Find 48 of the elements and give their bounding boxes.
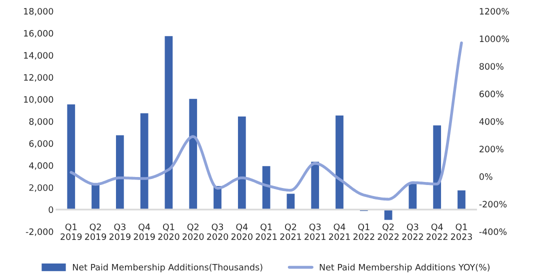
x-tick-label: Q1 2020 [158, 224, 180, 240]
y2-tick-label: 800% [480, 63, 504, 70]
y-tick-label: 10,000 [24, 96, 54, 104]
x-tick-label: Q3 2019 [109, 224, 130, 240]
y-tick-label: -2,000 [26, 228, 54, 236]
x-tick-label: Q3 2022 [402, 224, 423, 240]
bar [114, 134, 126, 210]
x-tick-label: Q1 2022 [353, 224, 374, 240]
x-tick-label: Q2 2022 [378, 224, 399, 240]
x-tick-label: Q1 2023 [451, 224, 472, 240]
x-tick-label: Q3 2020 [207, 224, 228, 240]
y-tick-label: 4,000 [29, 162, 54, 170]
y2-tick-label: -200% [479, 200, 507, 208]
legend-label: Net Paid Membership Additions(Thousands) [72, 264, 262, 272]
legend-label: Net Paid Membership Additions YOY(%) [320, 264, 490, 272]
y-tick-label: 6,000 [29, 140, 54, 148]
bar [432, 124, 442, 210]
x-tick-label: Q2 2019 [85, 224, 106, 240]
y-tick-label: 2,000 [29, 184, 54, 192]
bar [334, 114, 345, 210]
bar [66, 103, 76, 210]
y2-tick-label: 600% [480, 90, 504, 98]
y2-tick-label: 1000% [480, 36, 510, 42]
y2-tick-label: -400% [479, 228, 507, 236]
x-tick-label: Q4 2020 [231, 224, 252, 240]
y-tick-label: 14,000 [24, 52, 54, 60]
bar [163, 34, 174, 210]
x-tick-label: Q1 2019 [60, 224, 82, 240]
y-tick-label: 16,000 [24, 30, 54, 38]
y2-tick-label: 400% [479, 118, 504, 125]
y-tick-label: 18,000 [24, 8, 54, 16]
x-tick-label: Q4 2022 [426, 224, 448, 240]
y2-tick-label: 0% [479, 173, 492, 180]
y-tick-label: 12,000 [24, 74, 54, 82]
y-tick-label: 0 [48, 206, 54, 213]
y2-tick-label: 200% [480, 146, 504, 152]
x-tick-label: Q1 2021 [256, 224, 277, 240]
x-tick-label: Q2 2021 [280, 224, 302, 240]
bar [138, 112, 150, 210]
x-tick-label: Q3 2021 [304, 224, 326, 240]
bar [456, 188, 467, 210]
x-tick-label: Q4 2021 [329, 224, 350, 240]
y-tick-label: 8,000 [29, 118, 54, 126]
bar [236, 115, 248, 210]
y2-tick-label: 1200% [480, 8, 510, 15]
bar [188, 98, 198, 210]
x-tick-label: Q2 2020 [182, 224, 204, 240]
x-tick-label: Q4 2019 [134, 224, 155, 240]
